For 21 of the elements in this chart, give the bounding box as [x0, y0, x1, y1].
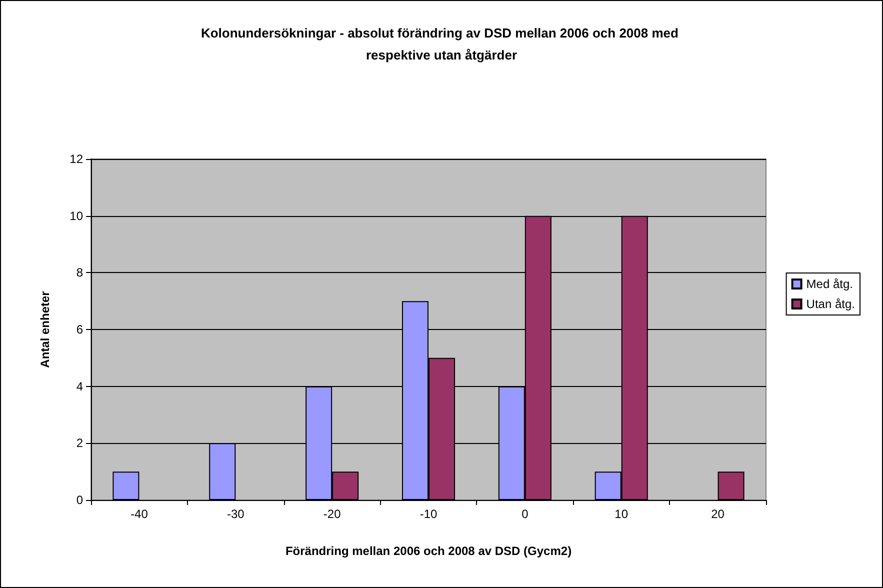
bar — [112, 472, 140, 500]
y-axis-title: Antal enheter — [38, 290, 52, 368]
x-tick-label: 20 — [711, 507, 725, 521]
legend-label: Utan åtg. — [806, 297, 856, 311]
x-tick-label: -10 — [420, 507, 438, 521]
y-tick-label: 10 — [70, 208, 84, 223]
y-tick-label: 8 — [76, 266, 84, 280]
y-tick-label: 2 — [76, 436, 84, 450]
y-tick-label: 0 — [76, 493, 84, 507]
chart-title: Kolonundersökningar - absolut förändring av DSD mellan 2006 och 2008 med respektive utan åtgärder — [200, 26, 682, 62]
x-axis-title: Förändring mellan 2006 och 2008 av DSD (Gycm2) — [285, 544, 572, 558]
y-tick-label: 6 — [76, 322, 84, 336]
legend-label: Med åtg. — [806, 277, 854, 291]
x-tick-label: 0 — [522, 507, 529, 521]
y-tick-label: 4 — [76, 379, 84, 394]
y-tick-label: 12 — [70, 152, 84, 166]
x-tick-label: 10 — [614, 507, 628, 521]
x-tick-label: -20 — [323, 507, 342, 521]
x-tick-label: -30 — [226, 507, 245, 521]
bar — [718, 472, 744, 500]
x-tick-label: -40 — [130, 507, 148, 521]
